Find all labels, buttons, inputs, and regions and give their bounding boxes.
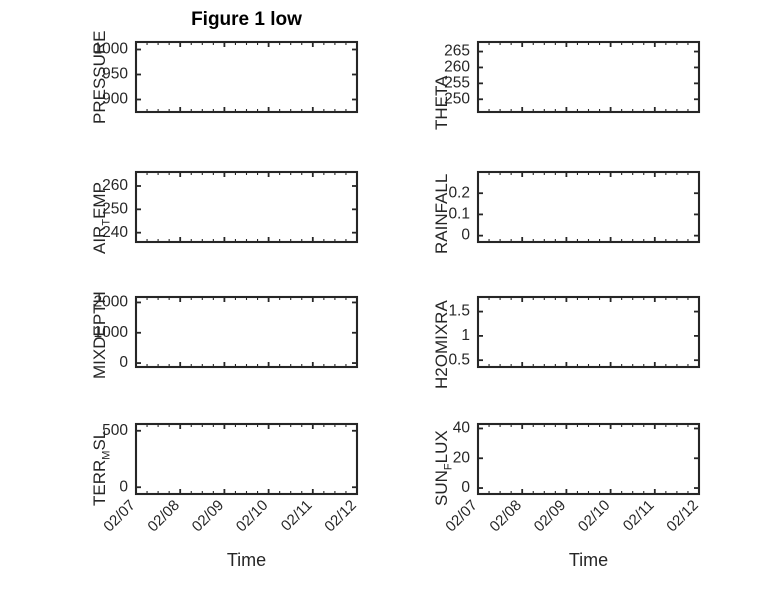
ytick-label: 40 <box>453 420 471 437</box>
ylabel-prefix: SUN <box>432 470 451 506</box>
xlabel-right: Time <box>568 550 609 570</box>
tick-marks <box>477 424 700 494</box>
ytick-label: 20 <box>453 449 471 466</box>
axes-pressure: 900 950 1000 <box>94 40 359 114</box>
xlabel-left: Time <box>226 550 267 570</box>
panel-h2omixra: 0.5 1 1.5 <box>416 267 727 381</box>
axes-air_temp: 240 250 260 <box>102 170 359 244</box>
plot-box <box>134 170 359 244</box>
ylabel-suffix: EMP <box>90 182 109 219</box>
ytick-label: 0 <box>461 227 470 244</box>
figure-root: 900 950 1000 PRESSURE 250 255 260 265 THETA 240 25… <box>74 9 727 570</box>
ytick-label: 2000 <box>94 294 129 311</box>
xtick-label: 02/08 <box>144 497 183 536</box>
ytick-label: 0 <box>119 478 128 495</box>
ylabel-sun_flux: SUNFLUX <box>432 430 454 506</box>
ytick-label: 1.5 <box>448 303 470 320</box>
panel-pressure: 900 950 1000 <box>74 12 385 126</box>
plot-box <box>476 422 701 496</box>
ytick-label: 255 <box>444 74 470 91</box>
ylabel-rainfall: RAINFALL <box>432 173 451 254</box>
plot-box <box>476 170 701 244</box>
plot-box <box>476 295 701 369</box>
ytick-label: 1 <box>461 327 470 344</box>
ytick-label: 0 <box>461 479 470 496</box>
ytick-label: 0 <box>119 354 128 371</box>
tick-marks <box>477 172 700 242</box>
ylabel-h2omixra: H2OMIXRA <box>432 300 451 389</box>
panel-rainfall: 0 0.1 0.2 <box>416 142 727 256</box>
ylabel-subscript: F <box>442 463 455 471</box>
ytick-label: 260 <box>102 177 128 194</box>
ytick-label: 0.2 <box>448 184 470 201</box>
axes-mixdepth: 0 1000 2000 <box>94 294 359 371</box>
panel-air_temp: 240 250 260 <box>74 142 385 256</box>
xtick-label: 02/09 <box>531 497 570 536</box>
ylabel-terr_msl: TERRMSL <box>90 430 112 506</box>
axes-rainfall: 0 0.1 0.2 <box>448 170 701 244</box>
ylabel-subscript: T <box>100 218 113 226</box>
xtick-label: 02/10 <box>575 497 614 536</box>
xtick-label: 02/08 <box>486 497 525 536</box>
ylabel-suffix: SL <box>90 429 109 451</box>
plot-box <box>134 40 359 114</box>
ylabel-subscript: M <box>100 450 113 460</box>
tick-marks <box>135 297 358 367</box>
panel-sun_flux: 0 20 40 02/07 02/08 02/09 02/10 02/11 02/12 <box>416 394 727 604</box>
tick-marks <box>135 172 358 242</box>
tick-marks <box>135 424 358 494</box>
xtick-label: 02/10 <box>233 497 272 536</box>
ytick-label: 260 <box>444 59 470 76</box>
ylabel-prefix: AIR <box>90 225 109 254</box>
xtick-label: 02/12 <box>663 497 702 536</box>
ylabel-mixdepth: MIXDEPTH <box>90 291 109 379</box>
figure-title: Figure 1 low <box>191 9 302 30</box>
ylabel-prefix: TERR <box>90 459 109 506</box>
ytick-label: 900 <box>102 91 128 108</box>
ytick-label: 500 <box>102 422 128 439</box>
plot-box <box>476 40 701 114</box>
ytick-label: 1000 <box>94 324 129 341</box>
plot-box <box>134 295 359 369</box>
xtick-label: 02/11 <box>278 497 316 535</box>
ylabel-air_temp: AIRTEMP <box>90 182 112 254</box>
tick-marks <box>135 42 358 112</box>
panel-theta: 250 255 260 265 <box>416 12 727 126</box>
xtick-label: 02/11 <box>620 497 658 535</box>
ylabel-suffix: LUX <box>432 430 451 464</box>
ytick-label: 240 <box>102 224 128 241</box>
tick-marks <box>477 42 700 112</box>
ytick-label: 250 <box>444 90 470 107</box>
ylabel-theta: THETA <box>432 75 451 130</box>
xtick-label: 02/09 <box>189 497 228 536</box>
ytick-label: 265 <box>444 43 470 60</box>
ytick-label: 1000 <box>94 41 129 58</box>
ytick-label: 950 <box>102 66 128 83</box>
ylabel-pressure: PRESSURE <box>90 30 109 124</box>
xtick-label: 02/12 <box>321 497 360 536</box>
plot-box <box>134 422 359 496</box>
ytick-label: 0.5 <box>448 351 470 368</box>
ytick-label: 250 <box>102 200 128 217</box>
axes-h2omixra: 0.5 1 1.5 <box>448 295 701 369</box>
panel-terr_msl: 0 500 02/07 02/08 02/09 02/10 02/11 02/12 <box>74 394 385 604</box>
tick-marks <box>477 297 700 367</box>
ytick-label: 0.1 <box>448 206 470 223</box>
panel-mixdepth: 0 1000 2000 <box>74 267 385 381</box>
